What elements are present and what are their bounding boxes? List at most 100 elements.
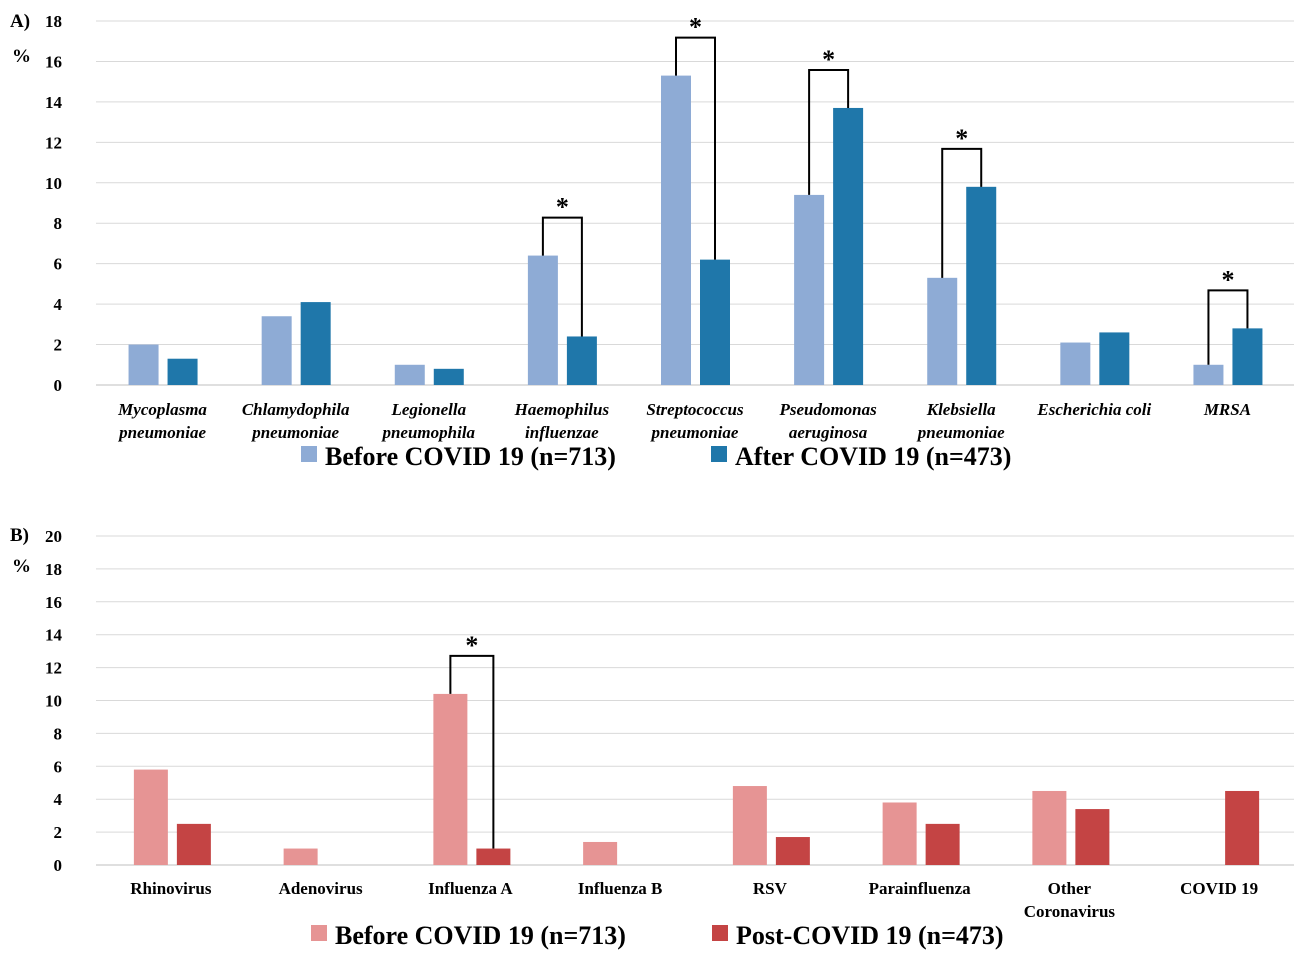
- bar-before: [433, 693, 468, 865]
- y-tick-label: 14: [45, 93, 63, 112]
- bar-before: [927, 277, 958, 385]
- x-category-label: influenzae: [525, 423, 599, 442]
- bar-after: [700, 259, 730, 385]
- x-category-label: Other: [1048, 879, 1092, 898]
- legend-entry: Before COVID 19 (n=713): [335, 921, 626, 950]
- bar-before: [527, 255, 558, 385]
- x-category-label: Influenza A: [428, 879, 513, 898]
- x-category-label: COVID 19: [1180, 879, 1258, 898]
- x-category-label: aeruginosa: [789, 423, 868, 442]
- y-tick-label: 4: [54, 790, 63, 809]
- bar-after: [925, 823, 960, 865]
- x-category-label: pneumoniae: [916, 423, 1005, 442]
- x-category-label: Haemophilus: [514, 400, 610, 419]
- bar-after: [566, 336, 597, 385]
- bar-before: [394, 364, 425, 385]
- x-category-label: Chlamydophila: [242, 400, 350, 419]
- significance-bracket: [808, 68, 850, 195]
- y-tick-label: 8: [54, 724, 63, 743]
- y-tick-label: 6: [54, 757, 63, 776]
- significance-bracket: [541, 216, 583, 337]
- y-axis-label: %: [12, 46, 31, 67]
- bar-after: [476, 848, 511, 865]
- panel-label: A): [10, 11, 30, 32]
- bar-before: [583, 841, 618, 865]
- significance-marker: *: [465, 631, 478, 660]
- y-tick-label: 14: [45, 626, 63, 645]
- y-axis-label: %: [12, 556, 31, 577]
- bar-after: [1225, 790, 1260, 865]
- bar-before: [794, 194, 825, 385]
- legend-swatch: [711, 446, 727, 462]
- x-category-label: Klebsiella: [926, 400, 996, 419]
- y-tick-label: 12: [45, 659, 62, 678]
- y-tick-label: 18: [45, 12, 62, 31]
- panel-label: B): [10, 525, 29, 546]
- panel-b: 0 2 4 6 8 10 12 14 16 18 20 B)% Rhinovirus Adenovirus…: [10, 525, 1294, 950]
- bar-after: [300, 302, 331, 385]
- x-category-label: Rhinovirus: [130, 879, 212, 898]
- y-tick-label: 0: [54, 376, 63, 395]
- bar-before: [1060, 342, 1091, 385]
- legend-entry: Post-COVID 19 (n=473): [736, 921, 1004, 950]
- x-category-label: Pseudomonas: [778, 400, 877, 419]
- legend-swatch: [301, 446, 317, 462]
- legend-entry: After COVID 19 (n=473): [735, 442, 1011, 471]
- bar-after: [1075, 809, 1110, 865]
- x-category-label: Mycoplasma: [117, 400, 207, 419]
- x-category-label: Parainfluenza: [869, 879, 971, 898]
- y-tick-label: 4: [54, 295, 63, 314]
- bar-before: [1193, 364, 1224, 385]
- x-category-label: RSV: [753, 879, 788, 898]
- significance-bracket: [449, 654, 495, 849]
- significance-marker: *: [689, 13, 702, 42]
- y-tick-label: 16: [45, 52, 62, 71]
- x-category-label: Adenovirus: [279, 879, 363, 898]
- significance-bracket: [1207, 289, 1249, 365]
- bar-after: [775, 837, 810, 865]
- significance-marker: *: [556, 193, 569, 222]
- x-category-label: pneumoniae: [650, 423, 739, 442]
- bar-after: [167, 358, 198, 385]
- x-category-label: Escherichia coli: [1036, 400, 1151, 419]
- bar-before: [882, 802, 917, 865]
- bar-after: [433, 368, 464, 385]
- bar-after: [1099, 332, 1130, 385]
- significance-marker: *: [822, 45, 835, 74]
- bar-before: [261, 316, 292, 385]
- legend-swatch: [712, 925, 728, 941]
- x-category-label: MRSA: [1203, 400, 1251, 419]
- y-tick-label: 10: [45, 174, 62, 193]
- y-tick-label: 16: [45, 593, 62, 612]
- y-tick-label: 6: [54, 255, 63, 274]
- bar-before: [133, 769, 168, 865]
- y-tick-label: 18: [45, 560, 62, 579]
- x-category-label: Streptococcus: [646, 400, 744, 419]
- x-category-label: pneumoniae: [117, 423, 206, 442]
- x-category-label: Coronavirus: [1024, 902, 1116, 921]
- bar-before: [661, 75, 691, 385]
- y-tick-label: 2: [54, 336, 63, 355]
- significance-marker: *: [955, 124, 968, 153]
- bar-before: [732, 786, 767, 865]
- bar-after: [833, 107, 864, 385]
- legend-swatch: [311, 925, 327, 941]
- y-tick-label: 8: [54, 214, 63, 233]
- bar-after: [966, 186, 997, 385]
- panel-a: 0 2 4 6 8 10 12 14 16 18 A)% Mycoplasma pneumoniae Ch…: [10, 11, 1294, 471]
- x-category-label: pneumoniae: [250, 423, 339, 442]
- bar-before: [128, 344, 159, 385]
- bar-after: [1232, 328, 1263, 385]
- significance-bracket: [941, 147, 983, 278]
- x-category-label: Influenza B: [578, 879, 663, 898]
- x-category-label: pneumophila: [380, 423, 475, 442]
- y-tick-label: 2: [54, 823, 63, 842]
- bar-before: [283, 848, 318, 865]
- y-tick-label: 10: [45, 692, 62, 711]
- y-tick-label: 12: [45, 133, 62, 152]
- y-tick-label: 0: [54, 856, 63, 875]
- legend-entry: Before COVID 19 (n=713): [325, 442, 616, 471]
- bar-before: [1032, 790, 1067, 865]
- y-tick-label: 20: [45, 527, 62, 546]
